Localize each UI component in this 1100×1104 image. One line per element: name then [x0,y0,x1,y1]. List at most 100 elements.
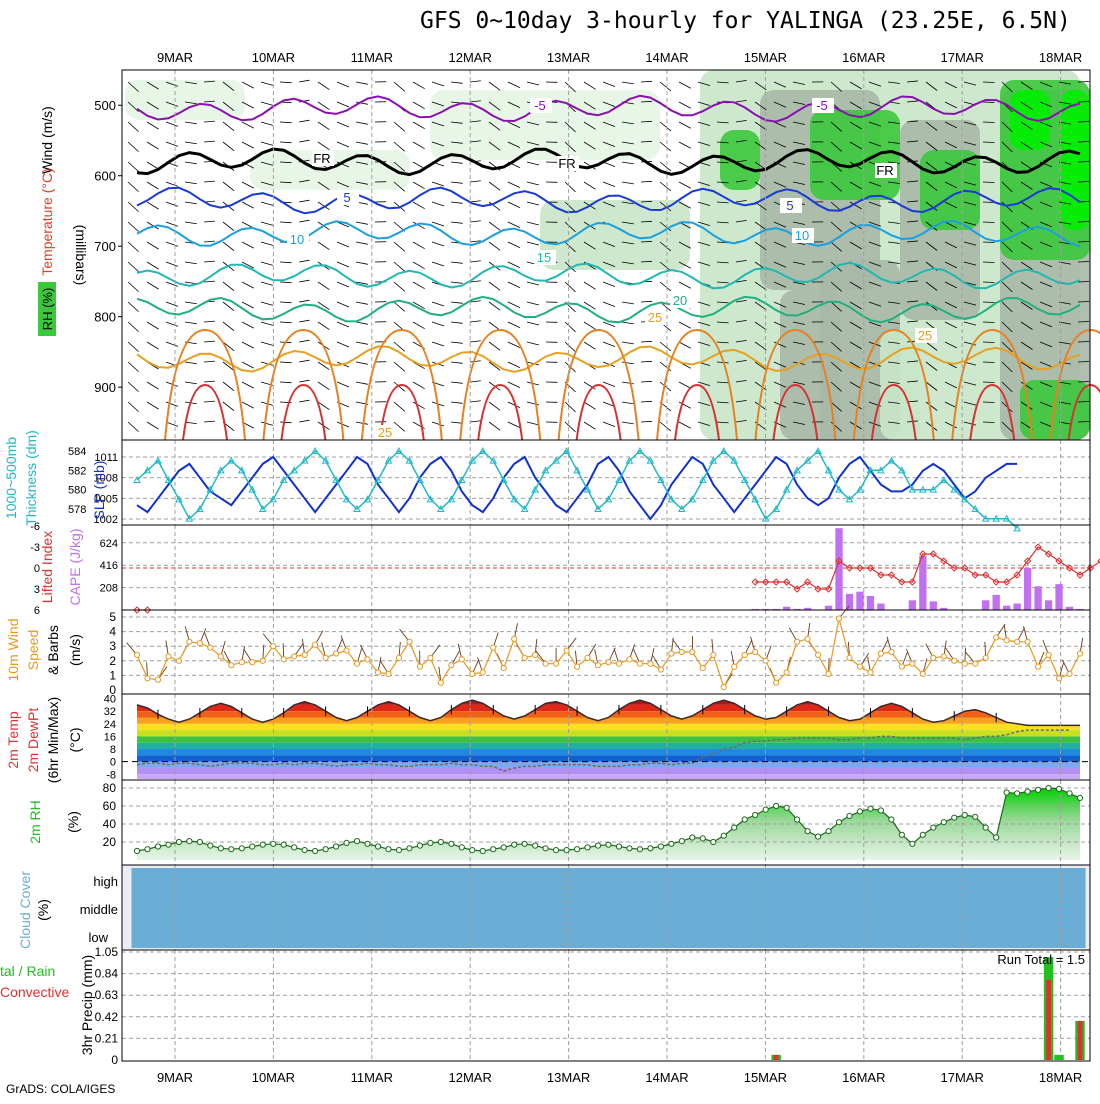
cloud-bar [1054,868,1065,894]
wind10-marker [229,663,234,668]
cloud-bar [456,894,467,921]
cloud-bar [351,921,362,948]
isotherm-label: -5 [816,98,828,113]
cloud-bar [1043,921,1054,948]
cloud-bar [215,921,226,948]
cloud-bar [613,894,624,921]
date-label-bottom: 14MAR [645,1070,688,1085]
cloud-bar [341,868,352,894]
cloud-bar [896,894,907,921]
rh-marker [973,814,978,819]
rh-marker [784,805,789,810]
cloud-bar [572,921,583,948]
cape-bar [982,600,989,610]
rh-marker [1046,785,1051,790]
cloud-bar [1043,868,1054,894]
cloud-bar [655,894,666,921]
cloud-bar [278,894,289,921]
label-cloud-units: (%) [35,899,51,921]
wind10-marker [941,654,946,659]
rh-marker [501,845,506,850]
cloud-bar [509,894,520,921]
precip-tick-label: 0.63 [95,988,119,1002]
cloud-bar [498,921,509,948]
cloud-bar [310,868,321,894]
date-label-top: 16MAR [842,50,885,65]
cloud-bar [917,894,928,921]
label-cloud-cover: Cloud Cover [17,871,33,949]
label-2m-rh: 2m RH [27,800,43,844]
cloud-bar [959,921,970,948]
cloud-bar [865,921,876,948]
cloud-bar [739,894,750,921]
label-temperature: Temperature (°C) [39,168,55,276]
cloud-bar [530,921,541,948]
cloud-bar [299,894,310,921]
cloud-bar [676,894,687,921]
rh-marker [910,841,915,846]
wind10-marker [333,651,338,656]
wind10-marker [585,655,590,660]
date-label-top: 10MAR [252,50,295,65]
cloud-bar [792,921,803,948]
cloud-bar [561,868,572,894]
cloud-bar [802,894,813,921]
cloud-bar [435,868,446,894]
cloud-bar [781,868,792,894]
wind10-marker [1067,671,1072,676]
cloud-bar [1054,921,1065,948]
rh-marker [166,842,171,847]
wind10-marker [700,666,705,671]
precip-convective-bar [1046,980,1051,1060]
wind10-tick-label: 3 [109,639,116,653]
temp-color-band [122,755,1090,761]
rh-marker [857,809,862,814]
wind10-marker [627,657,632,662]
cloud-bar [592,894,603,921]
cloud-bar [393,894,404,921]
cloud-bar [792,894,803,921]
temp-tick-label: 8 [110,744,116,756]
cloud-bar [792,868,803,894]
cloud-bar [729,868,740,894]
temp-tick-label: 32 [104,706,116,718]
cloud-bar [498,868,509,894]
wind10-marker [847,655,852,660]
rh-marker [271,841,276,846]
cloud-bar [488,894,499,921]
cloud-bar [729,921,740,948]
rh-marker [952,815,957,820]
rh-marker [323,847,328,852]
precip-tick-label: 1.05 [95,945,119,959]
wind10-tick-label: 1 [109,668,116,682]
temp-color-band [122,705,1090,711]
cloud-bar [1033,868,1044,894]
label-thickness: Thickness (dm) [23,430,39,526]
rh-marker [931,825,936,830]
cloud-bar [582,868,593,894]
wind10-marker [711,652,716,657]
cloud-bar [236,921,247,948]
cape-bar [909,600,916,610]
cloud-bar [582,921,593,948]
label-2m-temp: 2m Temp [5,711,21,769]
cape-bar [1003,606,1010,610]
cloud-bar [896,921,907,948]
rh-marker [763,807,768,812]
wind10-marker [721,684,726,689]
cloud-bar [142,894,153,921]
cloud-bar [519,921,530,948]
isotherm-label: FR [876,163,893,178]
label-speed: Speed [25,630,41,670]
cloud-bar [414,894,425,921]
thickness-tick-label: 580 [68,485,86,497]
rh-marker [229,847,234,852]
cloud-bar [477,894,488,921]
rh-marker [1056,786,1061,791]
wind10-marker [365,657,370,662]
rh-marker [333,844,338,849]
temp-bands [122,699,1090,779]
cloud-bar [488,921,499,948]
isotherm-label: 5 [786,198,793,213]
wind10-marker [145,676,150,681]
